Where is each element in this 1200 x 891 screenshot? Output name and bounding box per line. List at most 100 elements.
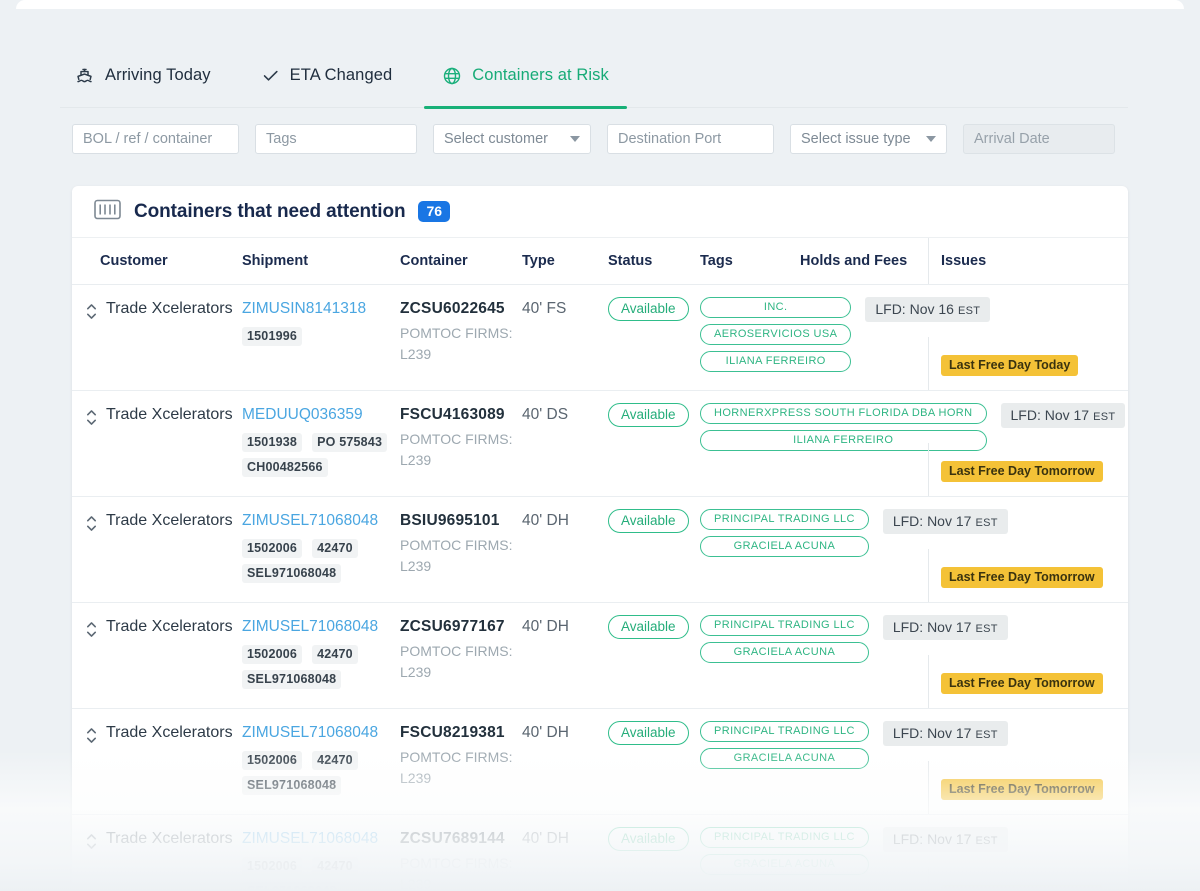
table-row[interactable]: Trade Xcelerators ZIMUSEL71068048 150200… (72, 815, 1128, 891)
reference-chip: 1502006 (242, 645, 303, 664)
customer-name: Trade Xcelerators (106, 300, 233, 317)
col-customer: Customer (100, 253, 168, 269)
tab-bar: Arriving Today ETA Changed Containers at… (60, 62, 1128, 109)
tag-pill[interactable]: PRINCIPAL TRADING LLC (700, 615, 869, 636)
status-badge: Available (608, 721, 689, 745)
tag-pill[interactable]: PRINCIPAL TRADING LLC (700, 509, 869, 530)
count-badge: 76 (418, 201, 451, 222)
tag-pill[interactable]: ILIANA FERREIRO (700, 351, 852, 372)
customer-name: Trade Xcelerators (106, 618, 233, 635)
expand-row-icon[interactable] (86, 727, 97, 744)
tag-list: PRINCIPAL TRADING LLC GRACIELA ACUNA (700, 827, 869, 875)
tag-pill[interactable]: ILIANA FERREIRO (700, 430, 987, 451)
tag-pill[interactable]: GRACIELA ACUNA (700, 748, 869, 769)
customer-select-value: Select customer (444, 131, 548, 147)
terminal-firms: POMTOC FIRMS: (400, 855, 513, 871)
table-row[interactable]: Trade Xcelerators ZIMUSIN8141318 1501996… (72, 285, 1128, 391)
tab-label: Containers at Risk (472, 66, 609, 84)
tag-list: HORNERXPRESS SOUTH FLORIDA DBA HORN ILIA… (700, 403, 987, 451)
issue-badge: Last Free Day Tomorrow (941, 885, 1103, 891)
tag-pill[interactable]: GRACIELA ACUNA (700, 642, 869, 663)
reference-chip: CH00482566 (242, 458, 328, 477)
shipment-link[interactable]: ZIMUSEL71068048 (242, 724, 379, 741)
timezone-label: EST (975, 729, 998, 741)
destination-port-input[interactable] (607, 124, 774, 154)
customer-name: Trade Xcelerators (106, 512, 233, 529)
col-shipment: Shipment (242, 253, 309, 269)
lfd-box: LFD: Nov 17 EST (882, 509, 1008, 534)
customer-select[interactable]: Select customer (433, 124, 591, 154)
tag-pill[interactable]: HORNERXPRESS SOUTH FLORIDA DBA HORN (700, 403, 987, 424)
terminal-firms: POMTOC FIRMS: (400, 325, 513, 341)
reference-chip: 1502006 (242, 539, 303, 558)
tag-pill[interactable]: GRACIELA ACUNA (700, 536, 869, 557)
reference-chip: 1502006 (242, 857, 303, 876)
shipment-link[interactable]: ZIMUSEL71068048 (242, 830, 379, 847)
top-card-edge (16, 0, 1184, 9)
tag-pill[interactable]: PRINCIPAL TRADING LLC (700, 827, 869, 848)
bol-ref-container-input[interactable] (72, 124, 239, 154)
reference-chip: PO 575843 (312, 433, 388, 452)
reference-chip: 1501996 (242, 327, 303, 346)
issue-badge: Last Free Day Tomorrow (941, 461, 1103, 482)
chevron-down-icon (926, 136, 936, 142)
col-container: Container (400, 253, 468, 269)
issues-cell: Last Free Day Tomorrow (928, 655, 1103, 708)
container-number: ZCSU6977167 (400, 618, 505, 635)
reference-chip: SEL971068048 (242, 882, 342, 891)
tag-list: PRINCIPAL TRADING LLC GRACIELA ACUNA (700, 509, 869, 557)
status-badge: Available (608, 615, 689, 639)
table-row[interactable]: Trade Xcelerators ZIMUSEL71068048 150200… (72, 497, 1128, 603)
expand-row-icon[interactable] (86, 833, 97, 850)
tag-list: PRINCIPAL TRADING LLC GRACIELA ACUNA (700, 615, 869, 663)
container-number: ZCSU7689144 (400, 830, 505, 847)
expand-row-icon[interactable] (86, 621, 97, 638)
tags-input[interactable] (255, 124, 417, 154)
shipment-link[interactable]: ZIMUSEL71068048 (242, 618, 379, 635)
issues-cell: Last Free Day Tomorrow (928, 867, 1103, 891)
tag-pill[interactable]: AEROSERVICIOS USA (700, 324, 852, 345)
terminal-firms: POMTOC FIRMS: (400, 643, 513, 659)
tab-label: Arriving Today (105, 66, 211, 84)
container-number: BSIU9695101 (400, 512, 500, 529)
col-status: Status (608, 253, 653, 269)
reference-chip: 42470 (312, 857, 358, 876)
shipment-link[interactable]: ZIMUSEL71068048 (242, 512, 379, 529)
col-issues: Issues (928, 238, 1128, 284)
panel-title: Containers that need attention (134, 200, 406, 222)
customer-name: Trade Xcelerators (106, 724, 233, 741)
expand-row-icon[interactable] (86, 409, 97, 426)
lfd-box: LFD: Nov 17 EST (1000, 403, 1126, 428)
terminal-firms: POMTOC FIRMS: (400, 749, 513, 765)
reference-chip: SEL971068048 (242, 776, 342, 795)
reference-chip: 42470 (312, 645, 358, 664)
tag-pill[interactable]: PRINCIPAL TRADING LLC (700, 721, 869, 742)
table-row[interactable]: Trade Xcelerators MEDUUQ036359 1501938 P… (72, 391, 1128, 497)
expand-row-icon[interactable] (86, 515, 97, 532)
containers-panel: Containers that need attention 76 Custom… (72, 186, 1128, 891)
terminal-code: L239 (400, 558, 432, 574)
tag-pill[interactable]: INC. (700, 297, 852, 318)
table-row[interactable]: Trade Xcelerators ZIMUSEL71068048 150200… (72, 603, 1128, 709)
status-badge: Available (608, 827, 689, 851)
arrival-date-input[interactable] (963, 124, 1115, 154)
tab-eta-changed[interactable]: ETA Changed (259, 62, 395, 107)
issue-badge: Last Free Day Tomorrow (941, 779, 1103, 800)
container-type: 40' DH (522, 512, 569, 529)
tag-list: INC. AEROSERVICIOS USA ILIANA FERREIRO (700, 297, 852, 372)
terminal-code: L239 (400, 346, 432, 362)
shipment-link[interactable]: MEDUUQ036359 (242, 406, 363, 423)
container-type: 40' DH (522, 830, 569, 847)
container-number: FSCU8219381 (400, 724, 505, 741)
tag-pill[interactable]: GRACIELA ACUNA (700, 854, 869, 875)
reference-chip: 42470 (312, 539, 358, 558)
issue-type-select[interactable]: Select issue type (790, 124, 947, 154)
tab-arriving-today[interactable]: Arriving Today (72, 62, 213, 107)
expand-row-icon[interactable] (86, 303, 97, 320)
tag-list: PRINCIPAL TRADING LLC GRACIELA ACUNA (700, 721, 869, 769)
table-row[interactable]: Trade Xcelerators ZIMUSEL71068048 150200… (72, 709, 1128, 815)
shipment-link[interactable]: ZIMUSIN8141318 (242, 300, 367, 317)
customer-name: Trade Xcelerators (106, 406, 233, 423)
tab-containers-at-risk[interactable]: Containers at Risk (424, 62, 627, 109)
terminal-code: L239 (400, 452, 432, 468)
